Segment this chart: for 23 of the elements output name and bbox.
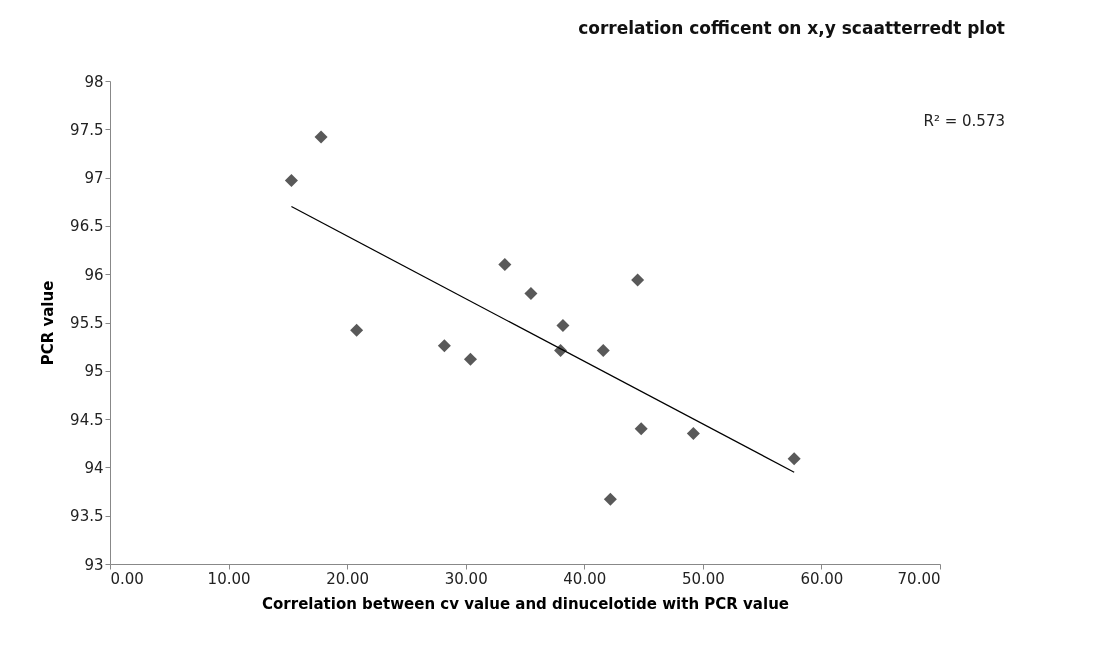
- x-tick-label: 30.00: [444, 569, 488, 588]
- y-tick-label: 94: [84, 458, 104, 477]
- y-tick-label: 95: [84, 362, 104, 381]
- x-tick-label: 40.00: [563, 569, 607, 588]
- y-tick-label: 93.5: [70, 507, 104, 526]
- y-tick-label: 93: [84, 555, 104, 574]
- y-tick-label: 97: [84, 169, 104, 188]
- y-tick-label: 95.5: [70, 314, 104, 332]
- y-tick-label: 94.5: [70, 410, 104, 429]
- x-tick-label: 50.00: [681, 569, 725, 588]
- y-tick-label: 96: [84, 265, 104, 284]
- chart-title: correlation cofficent on x,y scaatterredt plot: [578, 18, 1005, 38]
- x-axis-title: Correlation between cv value and dinucelotide with PCR value: [262, 594, 789, 613]
- y-tick-label: 98: [84, 72, 104, 91]
- x-tick-label: 0.00: [110, 569, 144, 588]
- x-tick-label: 70.00: [897, 569, 941, 588]
- x-tick-label: 10.00: [207, 569, 251, 588]
- y-axis-title: PCR value: [39, 280, 58, 366]
- y-tick-label: 97.5: [70, 120, 104, 139]
- y-tick-label: 96.5: [70, 217, 104, 236]
- annotation: R² = 0.573: [923, 112, 1005, 130]
- x-tick-label: 60.00: [800, 569, 844, 588]
- x-tick-label: 20.00: [326, 569, 370, 588]
